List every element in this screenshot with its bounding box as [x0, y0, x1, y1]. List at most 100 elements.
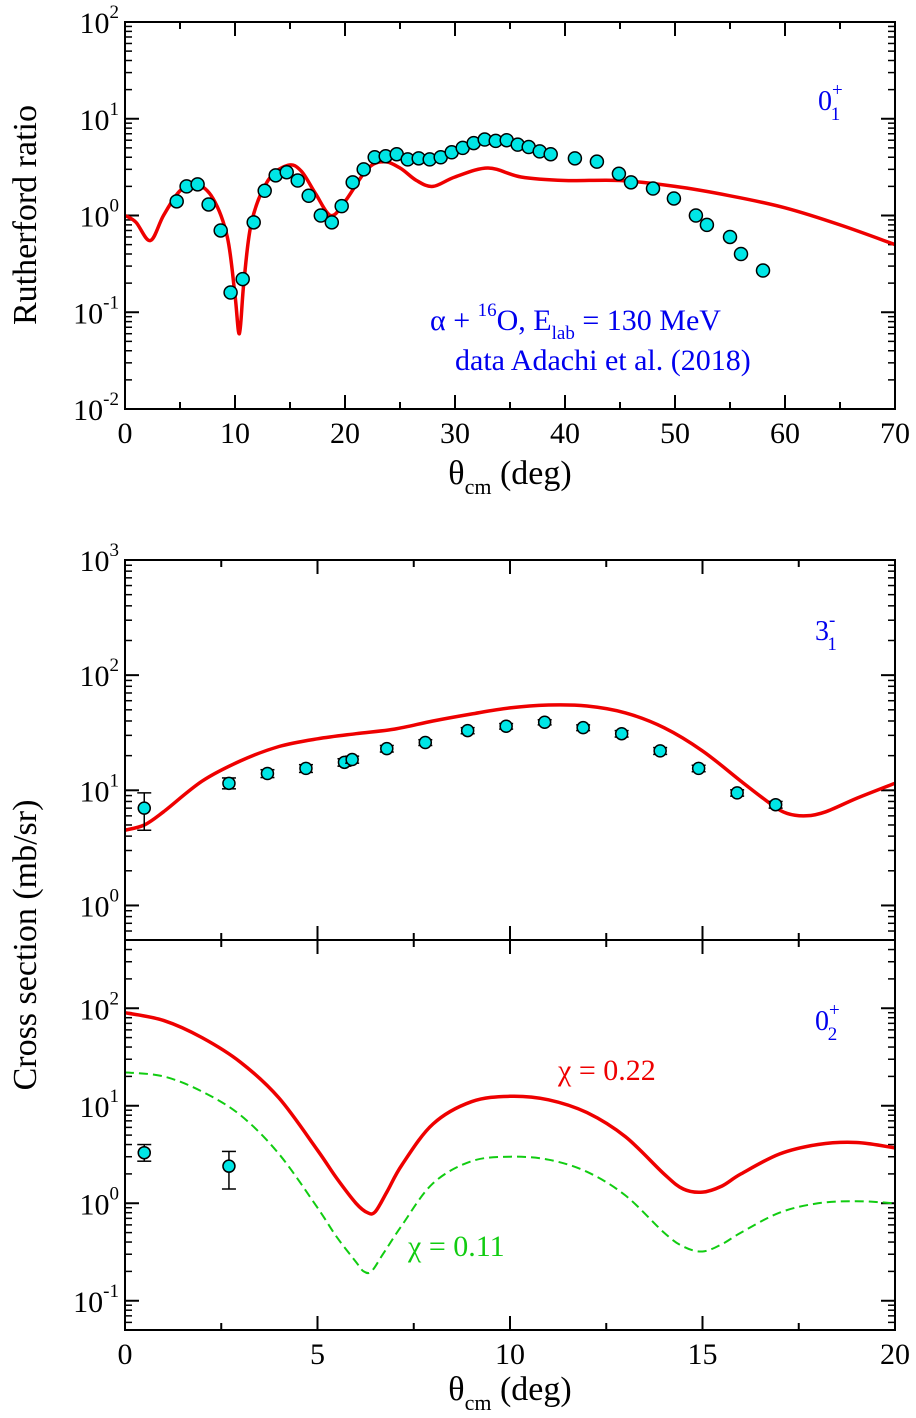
data-point — [313, 208, 329, 223]
middle-axis-ticks — [124, 559, 896, 940]
top-x-axis-title: θcm (deg) — [448, 455, 571, 499]
top-reaction-annotation: α + 16O, Elab = 130 MeV — [430, 300, 721, 344]
data-point — [260, 766, 275, 781]
data-point — [299, 761, 313, 776]
y-tick-label: 10-1 — [73, 1281, 119, 1319]
top-state-label: 0+ 1 — [818, 80, 843, 125]
middle-plot-frame — [124, 559, 896, 941]
data-point — [614, 726, 629, 741]
middle-state-sub: 1 — [827, 634, 837, 655]
y-tick-base: 10 — [80, 1188, 110, 1221]
y-tick-label: 102 — [80, 988, 120, 1026]
y-tick-exponent: 0 — [110, 885, 120, 906]
y-tick-exponent: 0 — [110, 196, 120, 217]
y-tick-base: 10 — [73, 394, 103, 427]
red-theory-curve — [124, 1010, 896, 1216]
top-y-axis-title: Rutherford ratio — [7, 105, 44, 325]
annotation-mass: 16 — [478, 300, 497, 321]
data-point — [201, 197, 216, 212]
x-tick-label: 30 — [440, 417, 470, 450]
bottom-x-axis-tail: (deg) — [491, 1371, 571, 1408]
data-point — [246, 215, 261, 230]
data-point — [699, 217, 715, 233]
y-tick-base: 10 — [80, 775, 110, 808]
top-x-tick-labels: 0 10 20 30 40 50 60 70 — [118, 417, 911, 450]
bottom-x-axis-theta: θ — [448, 1371, 464, 1408]
y-tick-label: 101 — [80, 99, 120, 137]
y-tick-exponent: -2 — [103, 389, 119, 410]
y-tick-base: 10 — [80, 1091, 110, 1124]
y-tick-exponent: 1 — [110, 1086, 120, 1107]
data-point — [137, 801, 151, 815]
y-tick-label: 100 — [80, 196, 120, 234]
y-tick-base: 10 — [80, 660, 110, 693]
y-tick-exponent: 3 — [110, 540, 120, 561]
x-tick-label: 15 — [688, 1338, 718, 1371]
bottom-x-axis-sub: cm — [465, 1390, 492, 1415]
annotation-lab: lab — [552, 323, 575, 344]
x-tick-label: 0 — [118, 417, 133, 450]
bottom-data-points — [137, 1143, 236, 1190]
y-tick-exponent: 2 — [110, 655, 120, 676]
top-state-sub: 1 — [831, 104, 841, 125]
y-tick-base: 10 — [73, 297, 103, 330]
bottom-curves — [124, 1010, 896, 1275]
data-point — [301, 188, 316, 204]
data-point — [324, 215, 340, 230]
annotation-energy: = 130 MeV — [575, 304, 721, 337]
data-point — [730, 786, 744, 800]
data-point — [169, 194, 184, 209]
top-x-axis-theta: θ — [448, 455, 464, 492]
y-tick-label: 100 — [80, 885, 120, 923]
red-theory-curve — [124, 703, 896, 832]
bottom-y-axis-title: Cross section (mb/sr) — [7, 800, 44, 1091]
data-point — [755, 263, 771, 278]
data-point — [653, 744, 667, 758]
y-tick-label: 102 — [80, 2, 120, 40]
bottom-plot-frame — [124, 939, 896, 1331]
data-point — [722, 229, 738, 245]
data-point — [623, 175, 639, 190]
data-point — [235, 271, 250, 287]
y-tick-label: 103 — [80, 540, 120, 578]
y-tick-base: 10 — [80, 201, 110, 234]
data-point — [345, 175, 360, 190]
y-tick-label: 10-2 — [73, 389, 119, 427]
y-tick-label: 102 — [80, 655, 120, 693]
data-point — [567, 151, 583, 166]
y-tick-base: 10 — [80, 7, 110, 40]
y-tick-exponent: 2 — [110, 988, 120, 1009]
y-tick-base: 10 — [80, 890, 110, 923]
x-tick-label: 70 — [880, 417, 910, 450]
data-point — [611, 166, 627, 182]
green-dashed-curve — [124, 1071, 896, 1275]
data-point — [257, 183, 272, 199]
data-point — [345, 752, 359, 767]
middle-state-sup: - — [829, 610, 835, 631]
data-point — [279, 164, 294, 180]
data-point — [733, 246, 749, 262]
annotation-nucleus: O, E — [497, 304, 552, 337]
middle-data-points — [137, 715, 783, 831]
data-point — [418, 735, 433, 750]
y-tick-base: 10 — [80, 993, 110, 1026]
data-point — [222, 1159, 236, 1173]
y-tick-exponent: -1 — [103, 292, 119, 313]
top-x-axis-sub: cm — [465, 474, 492, 499]
data-point — [223, 285, 238, 300]
middle-curves — [124, 703, 896, 832]
x-tick-label: 10 — [495, 1338, 525, 1371]
x-tick-label: 50 — [660, 417, 690, 450]
data-point — [190, 177, 205, 192]
top-data-source-annotation: data Adachi et al. (2018) — [455, 344, 751, 377]
bottom-state-sup: + — [829, 1000, 840, 1021]
data-point — [543, 146, 558, 162]
bottom-x-tick-labels: 0 5 10 15 20 — [118, 1338, 911, 1371]
data-point — [334, 198, 349, 214]
